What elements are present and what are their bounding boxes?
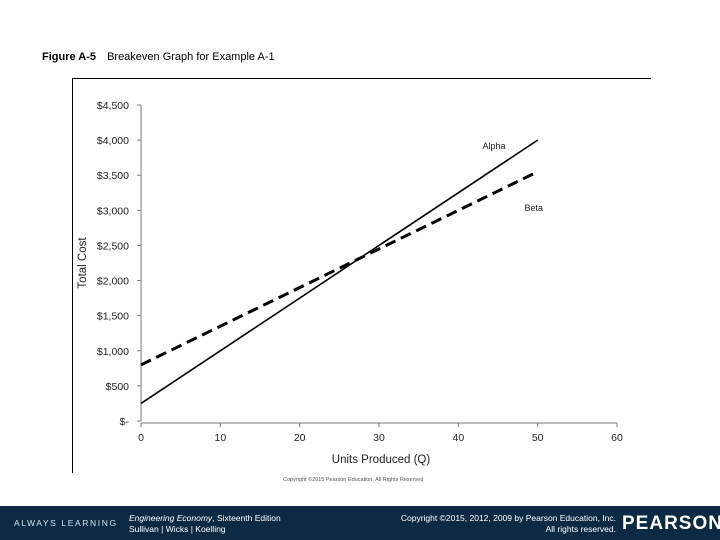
footer-book-info: Engineering Economy, Sixteenth Edition S…: [129, 513, 281, 535]
series-label: Beta: [524, 203, 543, 213]
y-tick-label: $-: [120, 416, 130, 428]
x-tick-label: 40: [452, 432, 464, 444]
series-line-alpha: [140, 139, 539, 405]
copyright-line-2: All rights reserved.: [545, 524, 616, 534]
series-line-beta: [140, 170, 539, 367]
series-label: Alpha: [483, 141, 506, 151]
y-tick-label: $500: [106, 381, 130, 393]
source-note: Copyright ©2015 Pearson Education, All R…: [283, 477, 424, 483]
x-tick-label: 10: [214, 432, 226, 444]
footer-copyright: Copyright ©2015, 2012, 2009 by Pearson E…: [401, 513, 616, 535]
x-tick-label: 20: [294, 432, 306, 444]
footer-bar: ALWAYS LEARNING Engineering Economy, Six…: [0, 506, 720, 540]
x-tick-label: 60: [611, 432, 623, 444]
footer-brand: ALWAYS LEARNING: [14, 518, 118, 528]
y-tick-label: $2,500: [97, 240, 129, 252]
y-axis-label: Total Cost: [77, 237, 89, 289]
figure-title: Figure A-5 Breakeven Graph for Example A…: [42, 51, 275, 63]
book-edition: , Sixteenth Edition: [212, 513, 281, 523]
y-tick-label: $4,500: [97, 100, 129, 112]
x-tick-label: 0: [138, 432, 144, 444]
book-authors: Sullivan | Wicks | Koelling: [129, 524, 226, 534]
chart-frame: [72, 78, 651, 473]
y-tick-label: $3,000: [97, 205, 129, 217]
copyright-line-1: Copyright ©2015, 2012, 2009 by Pearson E…: [400, 513, 616, 523]
x-axis-label: Units Produced (Q): [332, 454, 431, 466]
x-tick-label: 30: [373, 432, 385, 444]
y-tick-label: $2,000: [97, 276, 129, 288]
book-title: Engineering Economy: [129, 513, 213, 523]
y-tick-label: $1,000: [97, 346, 129, 358]
figure-caption: Breakeven Graph for Example A-1: [107, 51, 275, 63]
figure-label: Figure A-5: [42, 51, 96, 63]
y-tick-label: $3,500: [97, 170, 129, 182]
x-tick-label: 50: [532, 432, 544, 444]
y-tick-label: $4,000: [97, 135, 129, 147]
pearson-logo: PEARSON: [622, 513, 720, 534]
y-tick-label: $1,500: [97, 311, 129, 323]
